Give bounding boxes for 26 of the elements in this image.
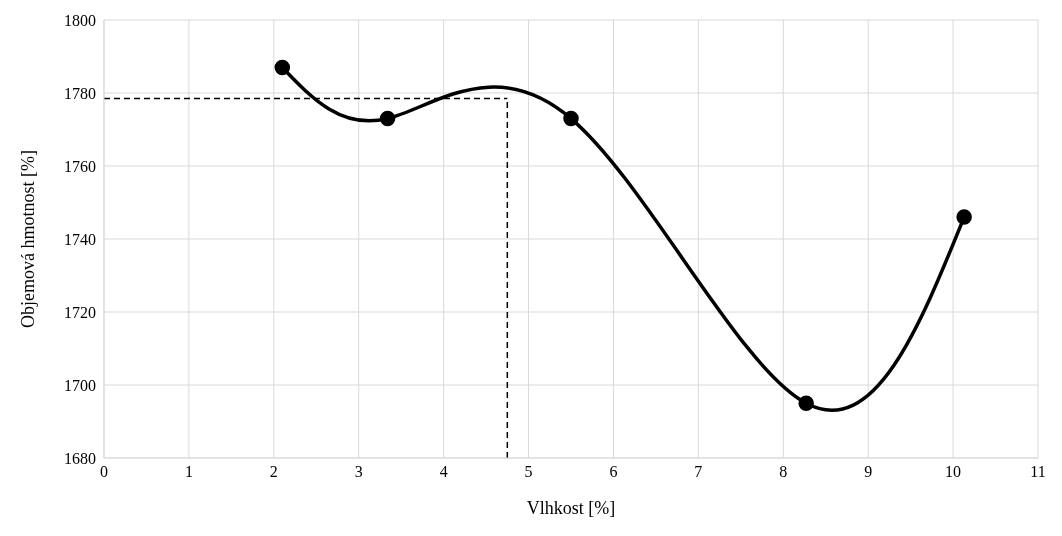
y-tick-label: 1760: [64, 157, 96, 175]
point: [379, 110, 396, 127]
y-tick-label: 1740: [64, 230, 96, 248]
x-tick-label: 8: [779, 463, 788, 481]
y-tick-label: 1800: [64, 11, 96, 29]
x-tick-label: 5: [524, 463, 533, 481]
y-tick-label: 1700: [64, 376, 96, 394]
x-tick-label: 3: [354, 463, 363, 481]
x-tick-label: 6: [609, 463, 618, 481]
y-tick-label: 1680: [64, 449, 96, 467]
y-tick-label: 1780: [64, 84, 96, 102]
y-axis-title: Objemová hmotnost [%]: [18, 150, 39, 328]
x-tick-label: 4: [439, 463, 448, 481]
point: [956, 209, 972, 225]
y-tick-label: 1720: [64, 303, 96, 321]
x-tick-label: 9: [864, 463, 873, 481]
x-tick-label: 10: [945, 463, 962, 481]
x-tick-label: 2: [269, 463, 278, 481]
point: [563, 110, 579, 127]
x-axis-title: Vlhkost [%]: [526, 498, 616, 518]
x-tick-label: 1: [184, 463, 193, 481]
x-tick-label: 7: [694, 463, 703, 481]
point: [274, 59, 291, 76]
x-tick-label: 0: [100, 463, 108, 481]
point: [798, 395, 814, 411]
x-tick-label: 11: [1030, 463, 1046, 481]
